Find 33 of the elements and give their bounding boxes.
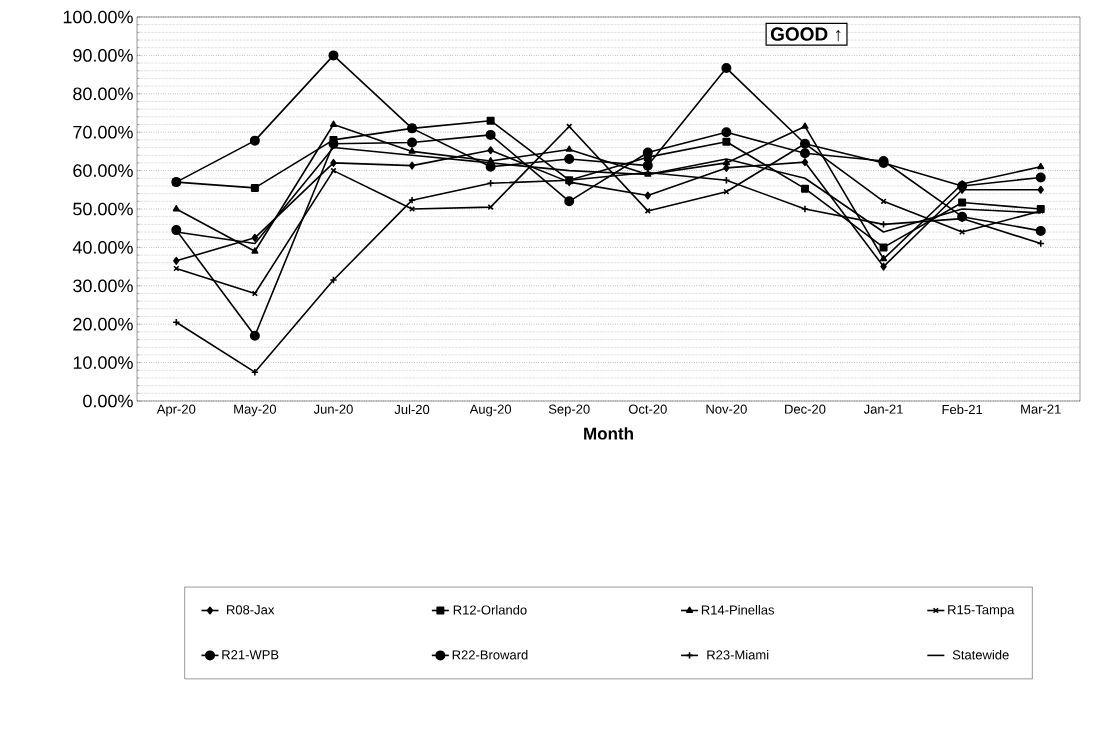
x-tick-label: Jan-21 xyxy=(863,404,903,414)
x-tick-label: Feb-21 xyxy=(942,404,983,415)
x-tick-label: Dec-20 xyxy=(785,404,826,414)
x-tick-label: Oct-20 xyxy=(628,404,667,414)
y-tick-label: 90.00% xyxy=(73,49,133,62)
y-tick-label: 0.00% xyxy=(83,394,133,408)
x-tick-label: May-20 xyxy=(234,404,277,417)
legend-label: R23-Miami xyxy=(707,649,769,660)
y-tick-label: 80.00% xyxy=(73,87,133,101)
y-tick-label: 20.00% xyxy=(73,317,133,331)
legend-label: R22-Broward xyxy=(452,649,528,660)
x-tick-label: Nov-20 xyxy=(706,404,747,414)
legend-label: R14-Pinellas xyxy=(701,605,775,615)
y-tick-label: 50.00% xyxy=(73,202,133,216)
y-tick-label: 10.00% xyxy=(73,356,133,369)
y-tick-label: 40.00% xyxy=(72,241,133,254)
y-tick-label: 30.00% xyxy=(73,279,133,293)
x-tick-label: Aug-20 xyxy=(469,404,512,417)
x-tick-label: Mar-21 xyxy=(1021,404,1061,414)
x-axis-title: Month xyxy=(584,427,633,440)
y-tick-label: 100.00% xyxy=(63,10,133,24)
x-tick-label: Jun-20 xyxy=(313,404,353,414)
legend-label: Statewide xyxy=(952,649,1009,660)
y-tick-label: 60.00% xyxy=(73,164,133,177)
legend-label: R21-WPB xyxy=(222,650,279,660)
legend-label: R15-Tampa xyxy=(948,605,1015,617)
y-tick-label: 70.00% xyxy=(73,125,133,139)
legend-label: R08-Jax xyxy=(227,605,275,615)
legend-label: R12-Orlando xyxy=(453,605,527,615)
x-tick-label: Sep-20 xyxy=(548,404,590,417)
annotation: GOOD ↑ xyxy=(770,27,841,42)
x-tick-label: Apr-20 xyxy=(156,404,196,417)
x-tick-label: Jul-20 xyxy=(394,404,430,415)
